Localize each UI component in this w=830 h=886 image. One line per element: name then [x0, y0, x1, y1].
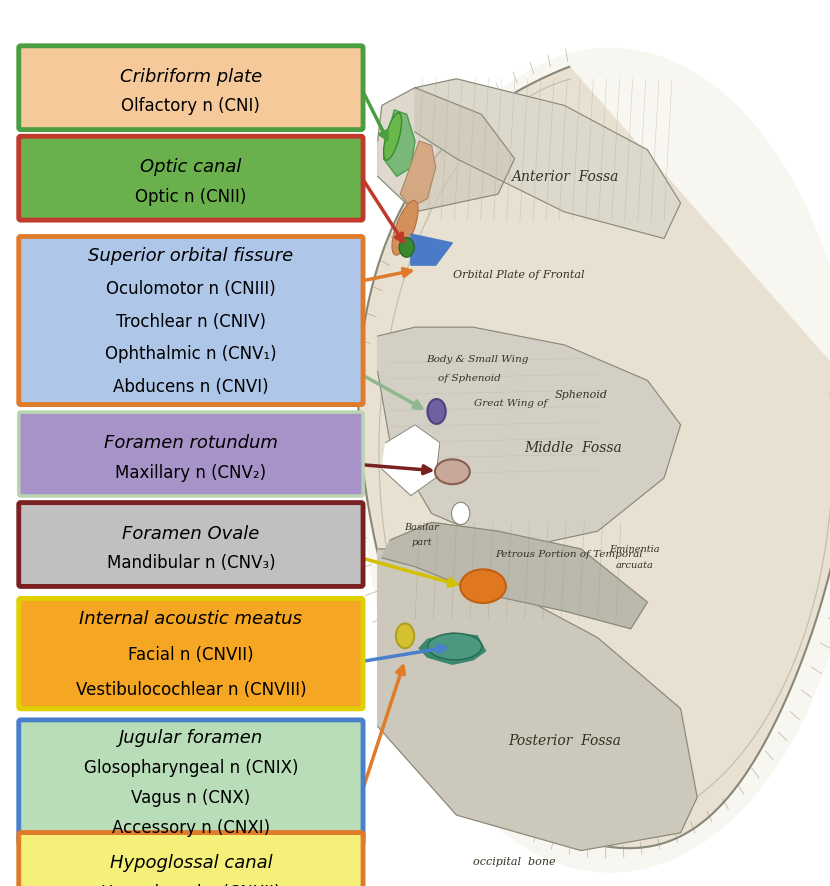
Text: Foramen rotundum: Foramen rotundum — [104, 433, 278, 452]
Text: Mandibular n (CNV₃): Mandibular n (CNV₃) — [106, 554, 276, 571]
Text: Jugular foramen: Jugular foramen — [119, 728, 263, 746]
Text: Basilar: Basilar — [404, 523, 439, 532]
Text: Sphenoid: Sphenoid — [554, 389, 608, 400]
Ellipse shape — [435, 460, 470, 485]
Ellipse shape — [392, 201, 418, 256]
Polygon shape — [415, 80, 681, 239]
Ellipse shape — [383, 113, 402, 161]
Text: Posterior  Fossa: Posterior Fossa — [508, 733, 621, 747]
Polygon shape — [400, 142, 436, 208]
Ellipse shape — [452, 503, 470, 525]
Ellipse shape — [361, 49, 830, 873]
Ellipse shape — [399, 238, 414, 258]
Text: Maxillary n (CNV₂): Maxillary n (CNV₂) — [115, 463, 266, 481]
Text: Ophthalmic n (CNV₁): Ophthalmic n (CNV₁) — [105, 345, 276, 363]
Polygon shape — [382, 425, 440, 496]
Polygon shape — [419, 633, 486, 664]
Text: of Sphenoid: of Sphenoid — [437, 374, 500, 383]
Text: Hypoglossal canal: Hypoglossal canal — [110, 853, 272, 872]
Text: Cribriform plate: Cribriform plate — [120, 67, 262, 86]
FancyBboxPatch shape — [19, 413, 363, 496]
FancyBboxPatch shape — [19, 137, 363, 221]
Text: Anterior  Fossa: Anterior Fossa — [510, 170, 618, 184]
Text: Great Wing of: Great Wing of — [474, 399, 547, 408]
Text: Middle  Fossa: Middle Fossa — [524, 440, 622, 455]
FancyBboxPatch shape — [19, 47, 363, 130]
Text: part: part — [412, 538, 432, 547]
Text: Glosopharyngeal n (CNIX): Glosopharyngeal n (CNIX) — [84, 758, 298, 776]
FancyBboxPatch shape — [19, 503, 363, 587]
Text: occipital  bone: occipital bone — [473, 856, 556, 867]
Polygon shape — [383, 111, 415, 177]
FancyBboxPatch shape — [19, 599, 363, 709]
Text: Hypoglossal n (CNXII): Hypoglossal n (CNXII) — [101, 883, 281, 886]
Text: Optic canal: Optic canal — [140, 158, 242, 176]
Text: Eminentia: Eminentia — [610, 545, 660, 554]
FancyBboxPatch shape — [19, 237, 363, 405]
Polygon shape — [378, 89, 515, 213]
Ellipse shape — [396, 624, 414, 649]
Text: Vestibulocochlear n (CNVIII): Vestibulocochlear n (CNVIII) — [76, 680, 306, 698]
Ellipse shape — [428, 633, 482, 660]
Polygon shape — [411, 235, 452, 266]
Polygon shape — [378, 549, 697, 851]
FancyBboxPatch shape — [19, 720, 363, 843]
Text: Optic n (CNII): Optic n (CNII) — [135, 188, 247, 206]
Polygon shape — [359, 67, 830, 848]
Polygon shape — [382, 523, 647, 629]
Ellipse shape — [460, 570, 506, 603]
Text: Internal acoustic meatus: Internal acoustic meatus — [80, 610, 302, 627]
Text: arcuata: arcuata — [616, 560, 654, 569]
Text: Vagus n (CNX): Vagus n (CNX) — [131, 788, 251, 806]
Text: Olfactory n (CNI): Olfactory n (CNI) — [121, 97, 261, 115]
Ellipse shape — [427, 400, 446, 424]
Text: Oculomotor n (CNIII): Oculomotor n (CNIII) — [106, 279, 276, 298]
Text: Orbital Plate of Frontal: Orbital Plate of Frontal — [453, 269, 584, 280]
Text: Accessory n (CNXI): Accessory n (CNXI) — [112, 818, 270, 835]
Text: Petrous Portion of Temporal: Petrous Portion of Temporal — [495, 549, 642, 558]
Text: Body & Small Wing: Body & Small Wing — [426, 354, 529, 363]
Text: Superior orbital fissure: Superior orbital fissure — [88, 246, 294, 265]
Text: Trochlear n (CNIV): Trochlear n (CNIV) — [116, 312, 266, 330]
Text: Facial n (CNVII): Facial n (CNVII) — [128, 645, 254, 663]
Polygon shape — [378, 328, 681, 549]
FancyBboxPatch shape — [19, 833, 363, 886]
Text: Abducens n (CNVI): Abducens n (CNVI) — [113, 377, 269, 396]
Text: Foramen Ovale: Foramen Ovale — [122, 524, 260, 542]
